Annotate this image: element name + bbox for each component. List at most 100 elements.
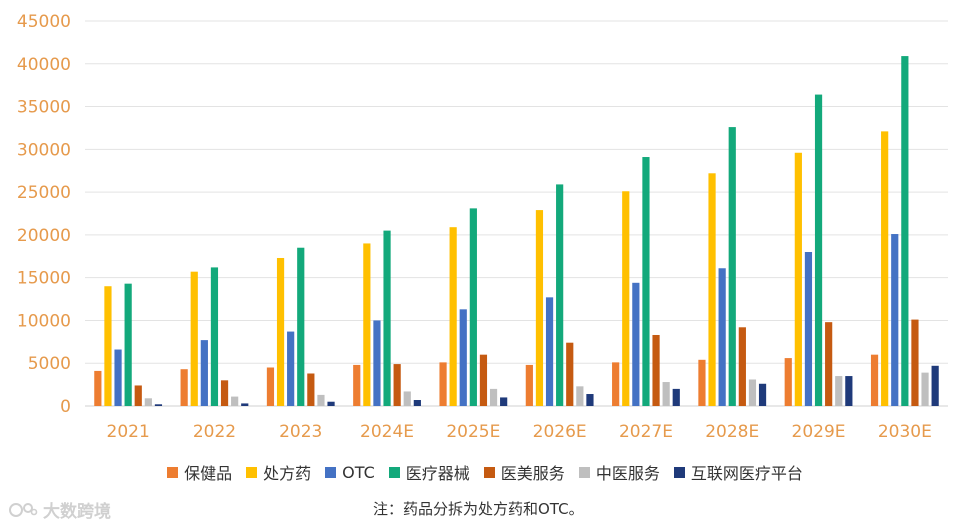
x-tick-label: 2030E	[878, 422, 932, 442]
bar-2023-医疗器械	[297, 247, 305, 406]
legend-item: 医美服务	[483, 460, 565, 484]
bar-2025E-处方药	[449, 227, 457, 406]
legend-item: OTC	[325, 460, 375, 484]
bar-2021-保健品	[94, 370, 102, 406]
legend-label: OTC	[342, 462, 375, 482]
bar-2030E-互联网医疗平台	[931, 365, 939, 406]
bar-2029E-保健品	[784, 358, 792, 406]
bar-2023-互联网医疗平台	[327, 401, 335, 406]
bar-2022-互联网医疗平台	[241, 403, 249, 406]
watermark-text: 大数跨境	[43, 502, 111, 522]
bar-2028E-保健品	[698, 359, 706, 406]
bar-2024E-中医服务	[403, 391, 411, 406]
bar-2025E-互联网医疗平台	[500, 397, 508, 406]
bar-2024E-OTC	[373, 320, 381, 406]
bar-2028E-互联网医疗平台	[758, 383, 767, 406]
bar-2028E-OTC	[718, 268, 726, 406]
y-tick-label: 20000	[17, 226, 71, 246]
legend-swatch	[483, 466, 495, 478]
bar-2023-保健品	[266, 367, 275, 406]
y-tick-label: 15000	[17, 269, 71, 289]
bar-2022-中医服务	[231, 396, 239, 406]
bar-2028E-处方药	[708, 173, 716, 406]
bar-2028E-医疗器械	[728, 127, 736, 406]
bar-2024E-处方药	[363, 243, 371, 406]
bar-2029E-医疗器械	[814, 94, 823, 406]
bar-2025E-医疗器械	[469, 208, 477, 406]
legend-swatch	[167, 466, 179, 478]
y-tick-label: 45000	[17, 12, 71, 32]
bar-2026E-保健品	[525, 364, 533, 406]
bar-2027E-互联网医疗平台	[672, 388, 680, 406]
watermark: 大数跨境	[8, 497, 111, 522]
x-tick-label: 2029E	[792, 422, 846, 442]
watermark-logo-icon	[9, 502, 38, 517]
bar-2022-OTC	[200, 340, 208, 406]
legend-label: 医美服务	[500, 464, 565, 483]
legend-label: 医疗器械	[405, 464, 470, 483]
bar-2029E-处方药	[794, 152, 802, 406]
legend-item: 中医服务	[578, 460, 660, 484]
bar-2027E-医疗器械	[642, 157, 650, 406]
bar-2026E-互联网医疗平台	[586, 394, 594, 406]
bar-2021-医美服务	[134, 385, 142, 406]
y-tick-label: 40000	[17, 55, 71, 75]
legend-label: 处方药	[263, 464, 312, 483]
bar-2024E-医美服务	[393, 364, 401, 406]
footnote: 注：药品分拆为处方药和OTC。	[373, 500, 584, 518]
bar-2025E-OTC	[459, 309, 467, 406]
bar-2025E-中医服务	[489, 388, 498, 406]
chart-legend: 保健品 处方药 OTC 医疗器械 医美服务 中医服务 互联网医疗平台	[0, 460, 970, 484]
x-tick-label: 2022	[193, 422, 236, 442]
y-tick-label: 0	[60, 397, 71, 417]
bar-2030E-中医服务	[921, 372, 929, 406]
bar-2023-OTC	[287, 331, 295, 406]
bar-2023-医美服务	[307, 373, 315, 406]
bar-2026E-处方药	[535, 210, 544, 406]
legend-label: 保健品	[184, 464, 233, 483]
legend-swatch	[388, 466, 400, 478]
x-tick-label: 2028E	[705, 422, 759, 442]
bar-2027E-医美服务	[652, 334, 660, 406]
bar-2027E-OTC	[632, 282, 640, 406]
legend-swatch	[673, 466, 685, 478]
bar-2027E-保健品	[612, 362, 620, 406]
bar-2024E-医疗器械	[383, 230, 391, 406]
x-tick-label: 2027E	[619, 422, 673, 442]
bar-2029E-互联网医疗平台	[845, 376, 853, 406]
legend-swatch	[325, 466, 337, 478]
x-axis-ticks: 2021 2022 2023 2024E 2025E 2026E 2027E 2028E 202…	[107, 422, 932, 442]
bar-2023-中医服务	[317, 394, 325, 406]
bar-2030E-医美服务	[911, 319, 919, 406]
bar-2024E-互联网医疗平台	[413, 400, 421, 406]
bar-2027E-处方药	[622, 191, 630, 406]
bar-2021-医疗器械	[124, 283, 132, 406]
bar-2026E-OTC	[545, 297, 554, 406]
legend-item: 保健品	[167, 460, 232, 484]
bar-2024E-保健品	[353, 364, 361, 406]
bar-2021-中医服务	[144, 398, 152, 406]
y-tick-label: 10000	[17, 311, 71, 331]
bar-2027E-中医服务	[662, 382, 670, 406]
bar-2028E-中医服务	[748, 379, 757, 406]
bar-2022-医疗器械	[210, 267, 219, 406]
x-tick-label: 2024E	[360, 422, 414, 442]
bar-2026E-中医服务	[576, 386, 584, 406]
bar-2029E-医美服务	[825, 322, 833, 406]
bar-2026E-医疗器械	[556, 184, 564, 406]
legend-label: 中医服务	[595, 464, 660, 483]
x-tick-label: 2025E	[446, 422, 500, 442]
x-tick-label: 2023	[279, 422, 322, 442]
legend-item: 互联网医疗平台	[673, 460, 803, 484]
bar-2025E-医美服务	[479, 354, 488, 406]
bar-2029E-OTC	[804, 252, 813, 406]
legend-swatch	[246, 466, 258, 478]
bar-2022-医美服务	[220, 380, 229, 406]
bar-2021-处方药	[104, 286, 112, 406]
bar-2021-OTC	[114, 349, 122, 406]
y-tick-label: 35000	[17, 98, 71, 118]
bar-2022-保健品	[180, 369, 188, 406]
bar-2023-处方药	[276, 257, 285, 406]
bar-2030E-保健品	[870, 354, 879, 406]
bar-2021-互联网医疗平台	[154, 404, 163, 406]
